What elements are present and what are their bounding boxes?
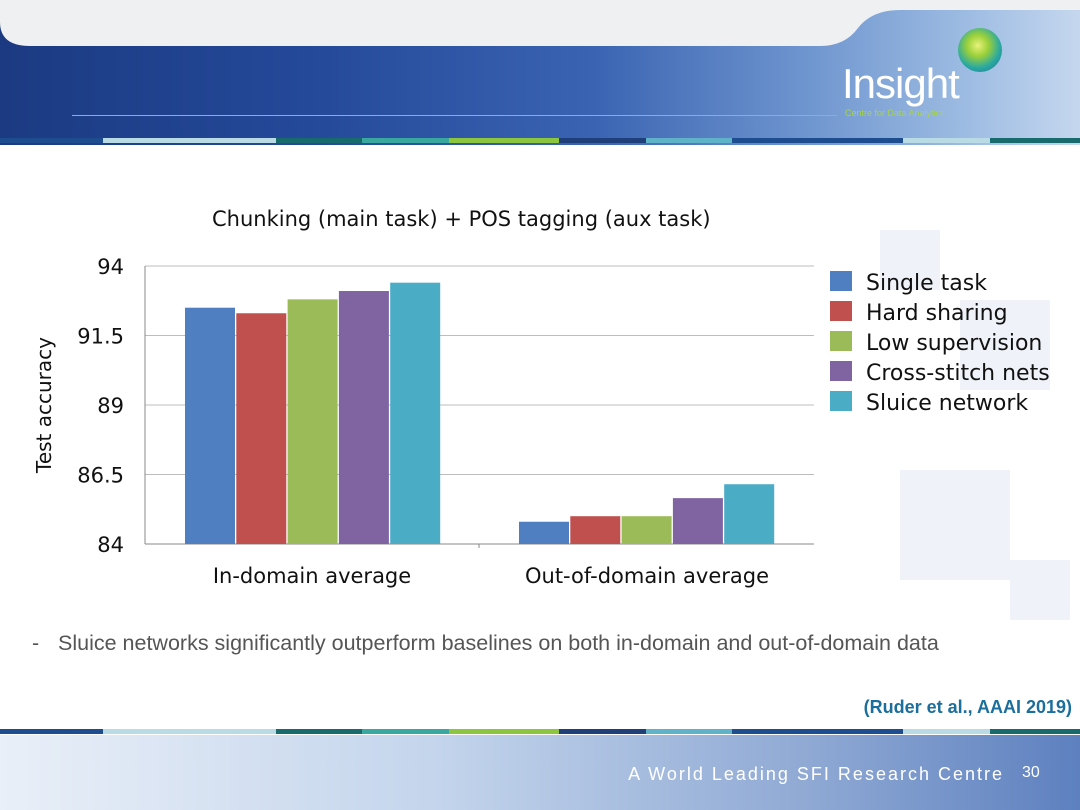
legend-swatch bbox=[830, 331, 852, 351]
stripe-segment bbox=[0, 138, 104, 143]
stripe-segment bbox=[989, 729, 1080, 734]
stripe-segment bbox=[816, 729, 904, 734]
legend-label: Hard sharing bbox=[866, 301, 1008, 326]
stripe-segment bbox=[275, 138, 363, 143]
legend-swatch bbox=[830, 361, 852, 381]
y-tick-label: 84 bbox=[97, 533, 124, 557]
bullet-text: Sluice networks significantly outperform… bbox=[58, 631, 939, 655]
bar-cross-stitch-nets bbox=[672, 498, 723, 544]
bar-cross-stitch-nets bbox=[338, 291, 389, 544]
bullet-point: - Sluice networks significantly outperfo… bbox=[32, 628, 992, 658]
bar-hard-sharing bbox=[570, 516, 621, 544]
legend-label: Sluice network bbox=[866, 391, 1028, 416]
chart-title: Chunking (main task) + POS tagging (aux … bbox=[212, 207, 711, 231]
stripe-segment bbox=[103, 729, 276, 734]
stripe-segment bbox=[275, 729, 363, 734]
background-decoration bbox=[880, 230, 940, 290]
bar-low-supervision bbox=[287, 299, 338, 544]
legend-label: Single task bbox=[866, 271, 987, 296]
bar-sluice-network bbox=[390, 282, 441, 544]
stripe-segment bbox=[362, 729, 449, 734]
bar-low-supervision bbox=[621, 516, 672, 544]
bar-single-task bbox=[519, 521, 569, 544]
header-divider-line bbox=[72, 115, 837, 116]
y-tick-label: 86.5 bbox=[77, 464, 124, 488]
stripe-segment bbox=[559, 138, 646, 143]
stripe-segment bbox=[903, 138, 990, 143]
bar-single-task bbox=[185, 307, 235, 544]
bar-hard-sharing bbox=[236, 313, 287, 544]
background-decoration bbox=[960, 300, 1050, 390]
x-category-label: In-domain average bbox=[213, 564, 411, 588]
stripe-segment bbox=[816, 138, 904, 143]
stripe-segment bbox=[732, 729, 817, 734]
legend-swatch bbox=[830, 301, 852, 321]
insight-logo-icon bbox=[958, 28, 1002, 72]
background-decoration bbox=[900, 470, 1010, 580]
y-tick-label: 94 bbox=[97, 255, 124, 279]
stripe-segment bbox=[559, 729, 646, 734]
stripe-segment bbox=[362, 138, 449, 143]
footer-tagline: A World Leading SFI Research Centre bbox=[628, 764, 1004, 784]
stripe-segment bbox=[0, 729, 104, 734]
stripe-segment bbox=[448, 138, 560, 143]
stripe-segment bbox=[645, 729, 733, 734]
legend-label: Low supervision bbox=[866, 331, 1042, 356]
stripe-segment bbox=[645, 138, 733, 143]
footer-banner bbox=[0, 735, 1080, 810]
stripe-segment bbox=[903, 729, 990, 734]
y-tick-label: 91.5 bbox=[77, 325, 124, 349]
stripe-segment bbox=[103, 138, 276, 143]
x-category-label: Out-of-domain average bbox=[525, 564, 769, 588]
stripe-bar-bottom bbox=[0, 729, 1080, 734]
stripe-segment bbox=[989, 138, 1080, 143]
logo-subtitle: Centre for Data Analytics bbox=[845, 108, 945, 118]
legend-swatch bbox=[830, 271, 852, 291]
background-decoration bbox=[1010, 560, 1070, 620]
stripe-bar-top bbox=[0, 138, 1080, 143]
legend-swatch bbox=[830, 391, 852, 411]
legend-label: Cross-stitch nets bbox=[866, 361, 1050, 386]
citation: (Ruder et al., AAAI 2019) bbox=[863, 697, 1072, 717]
y-tick-label: 89 bbox=[97, 394, 124, 418]
bar-sluice-network bbox=[724, 484, 775, 544]
stripe-segment bbox=[448, 729, 560, 734]
logo-text: Insight bbox=[842, 60, 960, 107]
page-number: 30 bbox=[1022, 764, 1040, 781]
stripe-segment bbox=[732, 138, 817, 143]
header-tab-shape bbox=[0, 0, 1080, 46]
bullet-dash: - bbox=[32, 631, 40, 655]
